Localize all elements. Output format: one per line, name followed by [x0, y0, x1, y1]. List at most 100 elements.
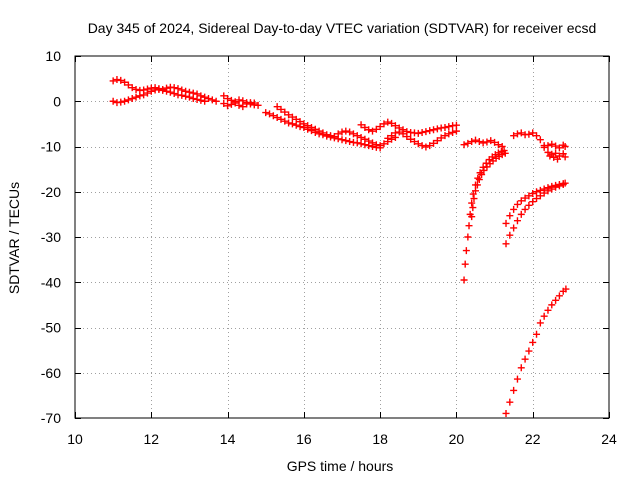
data-point	[376, 123, 384, 131]
data-point	[555, 182, 563, 190]
data-point	[205, 95, 212, 103]
data-point	[422, 128, 430, 136]
data-point	[462, 247, 470, 255]
data-point	[502, 409, 510, 417]
data-point	[555, 152, 563, 160]
data-point	[544, 148, 552, 156]
data-point	[506, 212, 514, 220]
data-point	[501, 149, 509, 157]
data-point	[170, 84, 178, 92]
data-point	[292, 121, 300, 129]
data-point	[540, 189, 548, 197]
data-point	[285, 111, 293, 119]
data-point	[517, 129, 525, 137]
series-track-p	[502, 285, 570, 417]
data-point	[468, 199, 476, 207]
data-point	[470, 195, 478, 203]
data-point	[369, 139, 377, 147]
data-point	[361, 135, 369, 143]
data-point	[357, 140, 365, 148]
data-point	[208, 96, 216, 104]
data-point	[307, 123, 315, 131]
data-point	[311, 125, 319, 133]
data-point	[544, 306, 552, 314]
data-point	[548, 185, 556, 193]
data-point	[441, 132, 449, 140]
data-point	[540, 312, 548, 320]
data-point	[445, 130, 453, 138]
x-tick-label: 18	[372, 431, 388, 447]
x-tick-label: 12	[143, 431, 159, 447]
data-point	[349, 130, 357, 138]
data-point	[281, 117, 289, 125]
data-point	[246, 99, 254, 107]
data-point	[262, 109, 270, 117]
data-point	[121, 78, 129, 86]
data-point	[452, 121, 460, 129]
series-track-g	[357, 118, 460, 137]
data-point	[529, 198, 537, 206]
data-point	[266, 110, 274, 118]
data-point	[498, 151, 506, 159]
data-point	[391, 129, 399, 137]
data-point	[475, 176, 483, 184]
data-point	[346, 138, 354, 146]
data-point	[315, 127, 323, 135]
data-point	[472, 136, 479, 144]
data-point	[513, 200, 521, 208]
data-point	[430, 139, 438, 147]
data-point	[533, 330, 541, 338]
data-point	[327, 132, 335, 140]
data-point	[536, 192, 544, 200]
data-point	[384, 134, 392, 142]
data-point	[178, 91, 186, 99]
data-point	[536, 319, 544, 327]
data-point	[395, 128, 403, 136]
data-point	[433, 137, 441, 145]
data-point	[555, 292, 563, 300]
data-point	[449, 128, 457, 136]
data-point	[510, 132, 518, 140]
data-point	[346, 128, 354, 136]
data-point	[113, 76, 121, 84]
data-point	[220, 100, 228, 108]
data-point	[550, 153, 558, 161]
data-point	[277, 105, 285, 113]
y-tick-label: -30	[41, 229, 61, 245]
data-point	[231, 99, 239, 107]
data-point	[399, 130, 407, 138]
data-point	[365, 126, 373, 134]
data-point	[163, 87, 171, 95]
data-point	[533, 132, 541, 140]
data-point	[235, 101, 243, 109]
data-point	[342, 127, 350, 135]
data-point	[525, 130, 533, 138]
data-point	[109, 97, 117, 105]
data-point	[185, 93, 193, 101]
data-point	[544, 187, 552, 195]
data-point	[372, 141, 380, 149]
data-point	[388, 119, 396, 127]
data-point	[174, 85, 182, 93]
data-point	[487, 137, 495, 145]
data-point	[510, 205, 518, 213]
series-track-o	[540, 140, 569, 152]
data-point	[418, 128, 426, 136]
series-track-k	[468, 149, 509, 221]
data-series	[109, 76, 570, 417]
x-tick-label: 20	[449, 431, 465, 447]
data-point	[517, 197, 525, 205]
data-point	[410, 138, 418, 146]
data-point	[227, 100, 235, 108]
data-point	[478, 171, 486, 179]
data-point	[372, 125, 380, 133]
data-point	[479, 139, 487, 147]
data-point	[357, 121, 365, 129]
data-point	[285, 119, 293, 127]
data-point	[201, 97, 209, 105]
data-point	[334, 130, 342, 138]
data-point	[353, 132, 361, 140]
data-point	[353, 139, 361, 147]
data-point	[506, 231, 514, 239]
